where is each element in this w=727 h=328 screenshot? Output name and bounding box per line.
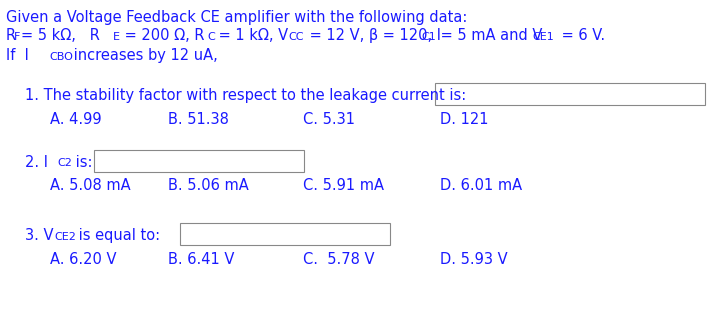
Text: CE1: CE1	[532, 31, 554, 42]
Text: is equal to:: is equal to:	[74, 228, 160, 243]
Text: E: E	[113, 31, 120, 42]
Bar	[435, 83, 705, 105]
Text: D. 6.01 mA: D. 6.01 mA	[440, 178, 522, 193]
Text: = 1 kΩ, V: = 1 kΩ, V	[214, 28, 288, 43]
Text: CC: CC	[288, 31, 303, 42]
Text: B. 5.06 mA: B. 5.06 mA	[168, 178, 249, 193]
Text: C2: C2	[57, 158, 72, 169]
Text: C1: C1	[421, 31, 435, 42]
Text: 2. I: 2. I	[25, 155, 48, 170]
Text: A. 6.20 V: A. 6.20 V	[50, 252, 116, 267]
Text: = 6 V.: = 6 V.	[557, 28, 605, 43]
Text: is:: is:	[71, 155, 92, 170]
Text: If  I: If I	[6, 48, 29, 63]
Text: 3. V: 3. V	[25, 228, 54, 243]
Text: C. 5.91 mA: C. 5.91 mA	[303, 178, 384, 193]
Text: F: F	[14, 31, 20, 42]
Text: = 200 Ω, R: = 200 Ω, R	[120, 28, 204, 43]
Bar	[180, 223, 390, 245]
Text: C: C	[207, 31, 214, 42]
Text: C. 5.31: C. 5.31	[303, 112, 355, 127]
Text: C.  5.78 V: C. 5.78 V	[303, 252, 374, 267]
Text: CE2: CE2	[54, 232, 76, 241]
Text: Given a Voltage Feedback CE amplifier with the following data:: Given a Voltage Feedback CE amplifier wi…	[6, 10, 467, 25]
Text: = 12 V, β = 120, I: = 12 V, β = 120, I	[305, 28, 441, 43]
Text: = 5 kΩ,   R: = 5 kΩ, R	[21, 28, 100, 43]
Text: = 5 mA and V: = 5 mA and V	[436, 28, 542, 43]
Text: D. 5.93 V: D. 5.93 V	[440, 252, 507, 267]
Text: A. 4.99: A. 4.99	[50, 112, 102, 127]
Text: D. 121: D. 121	[440, 112, 489, 127]
Text: A. 5.08 mA: A. 5.08 mA	[50, 178, 131, 193]
Text: CBO: CBO	[49, 51, 73, 62]
Bar	[94, 150, 304, 172]
Text: 1. The stability factor with respect to the leakage current is:: 1. The stability factor with respect to …	[25, 88, 466, 103]
Text: B. 6.41 V: B. 6.41 V	[168, 252, 234, 267]
Text: increases by 12 uA,: increases by 12 uA,	[69, 48, 218, 63]
Text: R: R	[6, 28, 16, 43]
Text: B. 51.38: B. 51.38	[168, 112, 229, 127]
